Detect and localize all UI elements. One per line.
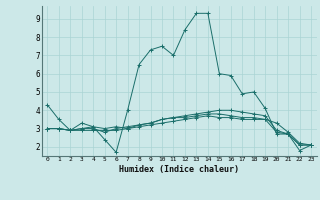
X-axis label: Humidex (Indice chaleur): Humidex (Indice chaleur)	[119, 165, 239, 174]
